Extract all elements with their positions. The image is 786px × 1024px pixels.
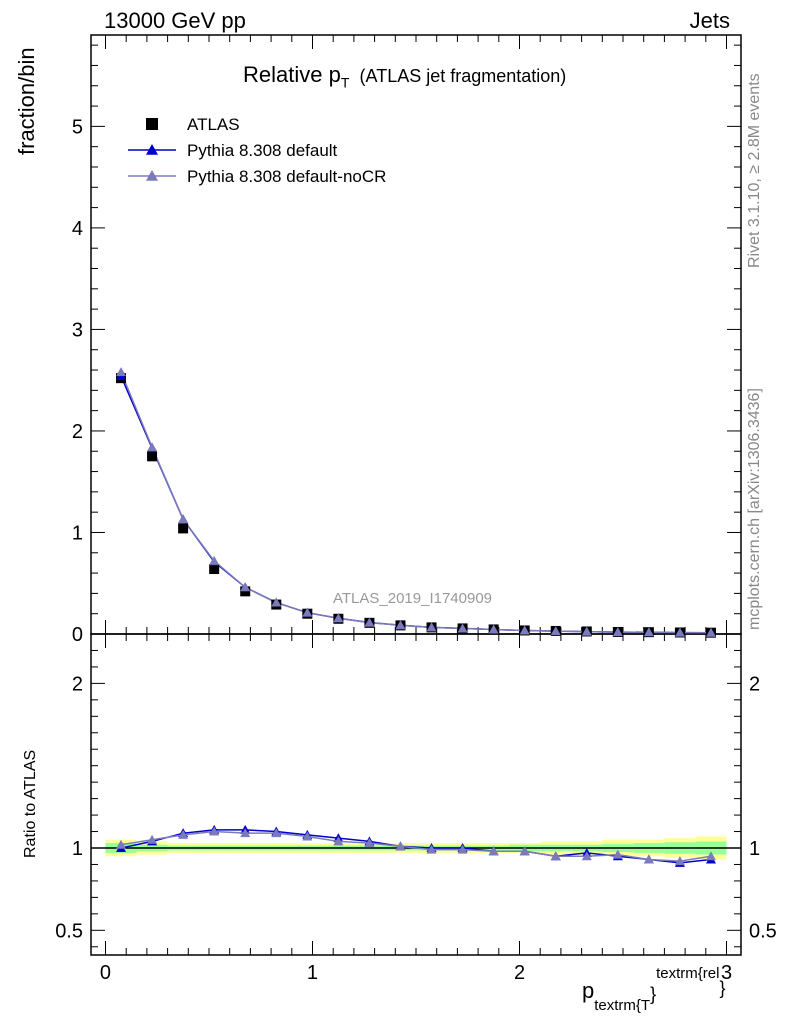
y-tick-label-ratio: 2 — [72, 673, 83, 695]
title-main: Relative p — [243, 62, 341, 87]
legend-label: Pythia 8.308 default — [187, 141, 338, 160]
rivet-label: Rivet 3.1.10, ≥ 2.8M events — [746, 73, 763, 268]
legend-marker-nocr — [146, 170, 158, 181]
nocr-point — [271, 597, 282, 607]
data-point — [240, 586, 251, 597]
nocr-point — [612, 627, 623, 637]
nocr-point-ratio — [581, 851, 592, 861]
x-tick-label: 1 — [307, 962, 318, 984]
nocr-point-ratio — [488, 846, 499, 856]
nocr-point-ratio — [612, 849, 623, 859]
nocr-ratio-line — [120, 830, 712, 862]
y-tick-label-ratio: 0.5 — [55, 920, 83, 942]
nocr-point-ratio — [302, 831, 313, 841]
nocr-point-ratio — [209, 826, 220, 836]
x-label-brace: } — [650, 984, 657, 1004]
nocr-point-ratio — [674, 856, 685, 866]
y-tick-label-ratio-right: 0.5 — [749, 920, 777, 942]
x-tick-label: 0 — [100, 962, 111, 984]
x-tick-label: 2 — [514, 962, 525, 984]
analysis-watermark: ATLAS_2019_I1740909 — [333, 590, 493, 607]
ratio-plot-frame — [90, 633, 742, 956]
nocr-point — [116, 367, 127, 377]
nocr-point — [488, 624, 499, 634]
nocr-line — [120, 371, 711, 634]
nocr-point — [240, 582, 251, 592]
data-point — [147, 451, 158, 462]
nocr-point — [674, 627, 685, 637]
nocr-point-ratio — [271, 828, 282, 838]
header-left: 13000 GeV pp — [104, 8, 246, 33]
y-tick-label-main: 4 — [72, 218, 83, 240]
y-tick-label-main: 5 — [72, 116, 83, 138]
title-sub: T — [340, 74, 350, 91]
nocr-point — [147, 442, 158, 452]
nocr-point-ratio — [333, 836, 344, 846]
nocr-point — [395, 620, 406, 630]
nocr-point — [519, 625, 530, 635]
nocr-point — [178, 514, 189, 524]
nocr-point-ratio — [178, 829, 189, 839]
legend-label: ATLAS — [187, 115, 240, 134]
data-point — [209, 564, 220, 575]
title-detail: (ATLAS jet fragmentation) — [359, 66, 567, 86]
y-tick-label-main: 3 — [72, 319, 83, 341]
nocr-point — [209, 555, 220, 565]
nocr-point — [333, 613, 344, 623]
nocr-point-ratio — [705, 851, 716, 861]
nocr-point-ratio — [519, 846, 530, 856]
nocr-point — [457, 623, 468, 633]
nocr-point — [302, 607, 313, 617]
x-label-p: p — [582, 978, 595, 1003]
nocr-point-ratio — [364, 838, 375, 848]
y-axis-label-ratio: Ratio to ATLAS — [22, 749, 39, 858]
x-tick-label: 3 — [721, 962, 732, 984]
data-point — [178, 523, 189, 534]
x-label-sup: textrm{rel — [656, 965, 720, 982]
x-label-sub: textrm{T — [594, 997, 651, 1014]
nocr-point — [364, 617, 375, 627]
y-tick-label-ratio-right: 2 — [749, 673, 760, 695]
x-label-sup-brace: } — [719, 978, 726, 998]
nocr-point-ratio — [147, 834, 158, 844]
default-ratio-line — [120, 829, 712, 864]
nocr-point-ratio — [457, 844, 468, 854]
y-tick-label-main: 1 — [72, 522, 83, 544]
nocr-point — [643, 627, 654, 637]
chart-title: Relative pT (ATLAS jet fragmentation) — [243, 62, 566, 90]
y-tick-label-main: 2 — [72, 421, 83, 443]
y-axis-label-main: fraction/bin — [14, 47, 39, 155]
header-right: Jets — [689, 8, 730, 33]
y-tick-label-ratio: 1 — [72, 838, 83, 860]
nocr-point-ratio — [550, 851, 561, 861]
y-tick-label-main: 0 — [72, 624, 83, 646]
nocr-point — [550, 626, 561, 636]
mcplots-label: mcplots.cern.ch [arXiv:1306.3436] — [746, 388, 763, 630]
legend-label: Pythia 8.308 default-noCR — [187, 167, 386, 186]
nocr-point-ratio — [643, 854, 654, 864]
nocr-point-ratio — [395, 841, 406, 851]
nocr-point — [705, 627, 716, 637]
nocr-point-ratio — [116, 839, 127, 849]
nocr-point — [581, 626, 592, 636]
legend-marker-data — [146, 118, 158, 130]
legend-marker-default — [146, 144, 158, 155]
x-axis-label: ptextrm{T}textrm{rel} — [582, 965, 726, 1014]
nocr-point-ratio — [426, 844, 437, 854]
nocr-point-ratio — [240, 828, 251, 838]
y-tick-label-ratio-right: 1 — [749, 838, 760, 860]
nocr-point — [426, 622, 437, 632]
